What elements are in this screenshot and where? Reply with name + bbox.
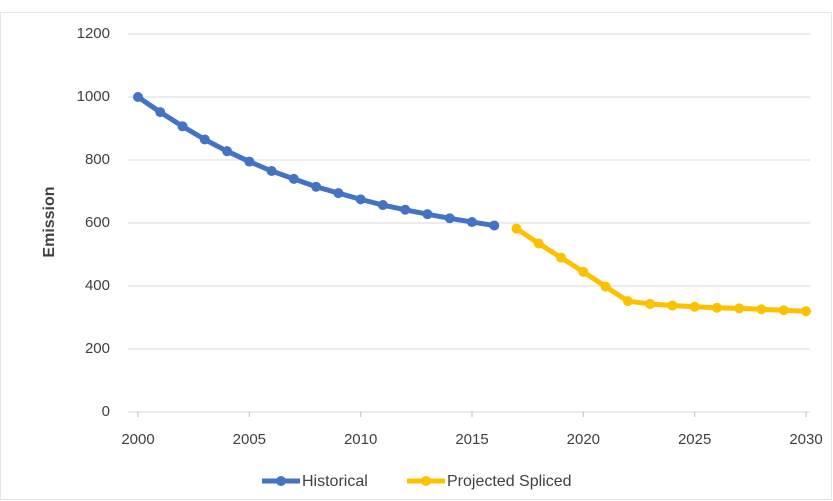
y-tick-label: 200 xyxy=(85,340,110,357)
point xyxy=(801,306,811,317)
point xyxy=(667,300,678,311)
point xyxy=(578,266,589,277)
point xyxy=(244,156,255,167)
point xyxy=(155,107,166,118)
y-tick-label: 800 xyxy=(85,151,110,168)
y-axis-label: Emission xyxy=(41,186,58,257)
x-tick-label: 2000 xyxy=(121,431,154,448)
legend-marker xyxy=(276,476,286,486)
x-tick-label: 2010 xyxy=(344,431,377,448)
point xyxy=(333,188,344,199)
point xyxy=(199,134,210,145)
point xyxy=(533,238,544,249)
point xyxy=(400,204,411,215)
point xyxy=(311,181,322,192)
point xyxy=(355,194,366,205)
legend-label: Historical xyxy=(302,473,368,490)
point xyxy=(645,298,656,309)
point xyxy=(422,209,433,220)
x-tick-label: 2030 xyxy=(789,431,822,448)
legend-label: Projected Spliced xyxy=(447,473,572,490)
point xyxy=(511,223,522,234)
point xyxy=(734,303,745,314)
point xyxy=(133,92,143,102)
point xyxy=(467,217,477,228)
y-tick-label: 1000 xyxy=(77,88,110,105)
point xyxy=(266,166,277,177)
y-tick-label: 1200 xyxy=(77,25,110,42)
point xyxy=(778,305,789,316)
x-tick-label: 2025 xyxy=(678,431,711,448)
point xyxy=(689,301,700,312)
point xyxy=(489,220,500,231)
point xyxy=(177,121,188,132)
y-tick-label: 400 xyxy=(85,277,110,294)
point xyxy=(288,173,299,184)
x-tick-label: 2015 xyxy=(455,431,488,448)
x-tick-label: 2005 xyxy=(233,431,266,448)
point xyxy=(556,252,567,263)
point xyxy=(756,304,767,315)
point xyxy=(600,281,611,292)
y-tick-label: 600 xyxy=(85,214,110,231)
point xyxy=(711,302,722,313)
x-tick-label: 2020 xyxy=(567,431,600,448)
point xyxy=(622,296,633,307)
point xyxy=(444,213,455,224)
y-tick-label: 0 xyxy=(102,403,110,420)
legend-marker xyxy=(421,476,431,486)
chart-border xyxy=(0,12,832,500)
point xyxy=(222,146,233,157)
point xyxy=(377,200,388,211)
